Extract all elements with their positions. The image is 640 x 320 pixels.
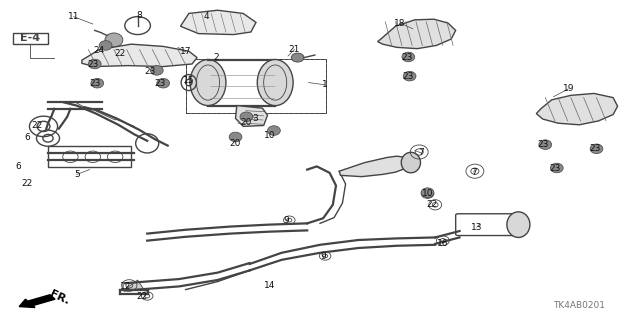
Ellipse shape [257,60,293,106]
Text: 18: 18 [394,19,406,28]
Ellipse shape [99,41,112,50]
Ellipse shape [150,66,163,75]
Bar [48,146,131,167]
Ellipse shape [229,132,242,142]
Text: 22: 22 [136,292,148,301]
Text: 3: 3 [252,114,257,123]
Text: 22: 22 [31,121,43,130]
Bar [186,59,326,113]
Ellipse shape [421,188,434,197]
Ellipse shape [421,189,434,198]
Text: 23: 23 [537,140,548,149]
Text: 4: 4 [204,12,209,21]
Text: 19: 19 [563,84,574,93]
Text: 21: 21 [289,45,300,54]
Text: 10: 10 [264,131,276,140]
Ellipse shape [91,78,104,88]
Text: 5: 5 [74,170,79,179]
Polygon shape [536,93,618,125]
Text: 7: 7 [471,168,476,177]
Bar [186,59,326,113]
Polygon shape [125,280,144,290]
Text: 17: 17 [180,47,191,56]
Text: 20: 20 [241,118,252,127]
Text: 9: 9 [321,252,326,261]
Polygon shape [378,19,456,49]
Polygon shape [339,156,410,177]
Text: 11: 11 [68,12,79,21]
Polygon shape [180,10,256,35]
Ellipse shape [105,33,123,47]
Text: 23: 23 [87,60,99,69]
Text: TK4AB0201: TK4AB0201 [553,301,605,310]
Text: 10: 10 [422,189,433,198]
Ellipse shape [402,52,415,62]
Text: 23: 23 [89,79,100,88]
Ellipse shape [291,53,304,62]
Ellipse shape [590,144,603,154]
Text: 23: 23 [550,164,561,172]
Text: 22: 22 [21,179,33,188]
Ellipse shape [240,112,253,122]
Bar [13,33,48,44]
Text: FR.: FR. [48,289,71,307]
Ellipse shape [268,126,280,135]
Text: 23: 23 [401,53,413,62]
FancyArrow shape [19,295,55,308]
Text: 9: 9 [284,216,289,225]
Text: 15: 15 [183,76,195,85]
Ellipse shape [88,59,101,69]
Text: 12: 12 [120,282,132,291]
Text: 22: 22 [426,200,438,209]
Ellipse shape [190,60,226,106]
Text: 14: 14 [264,281,276,290]
Text: 23: 23 [589,144,601,153]
Text: E-4: E-4 [20,33,40,44]
Text: 6: 6 [15,162,20,171]
Text: 20: 20 [230,139,241,148]
Polygon shape [236,106,268,126]
Text: 24: 24 [93,46,105,55]
Ellipse shape [157,78,170,88]
Text: 1: 1 [323,80,328,89]
Text: 16: 16 [437,239,449,248]
Text: 23: 23 [154,79,166,88]
Ellipse shape [507,212,530,237]
Text: 6: 6 [25,133,30,142]
Polygon shape [82,44,197,67]
Ellipse shape [539,140,552,149]
Text: 2: 2 [214,53,219,62]
Text: 7: 7 [419,148,424,157]
Text: 23: 23 [403,72,414,81]
Ellipse shape [403,71,416,81]
Text: 13: 13 [471,223,483,232]
Ellipse shape [550,163,563,173]
Ellipse shape [401,152,420,173]
Text: 22: 22 [115,49,126,58]
Text: 23: 23 [145,67,156,76]
Text: 8: 8 [137,11,142,20]
